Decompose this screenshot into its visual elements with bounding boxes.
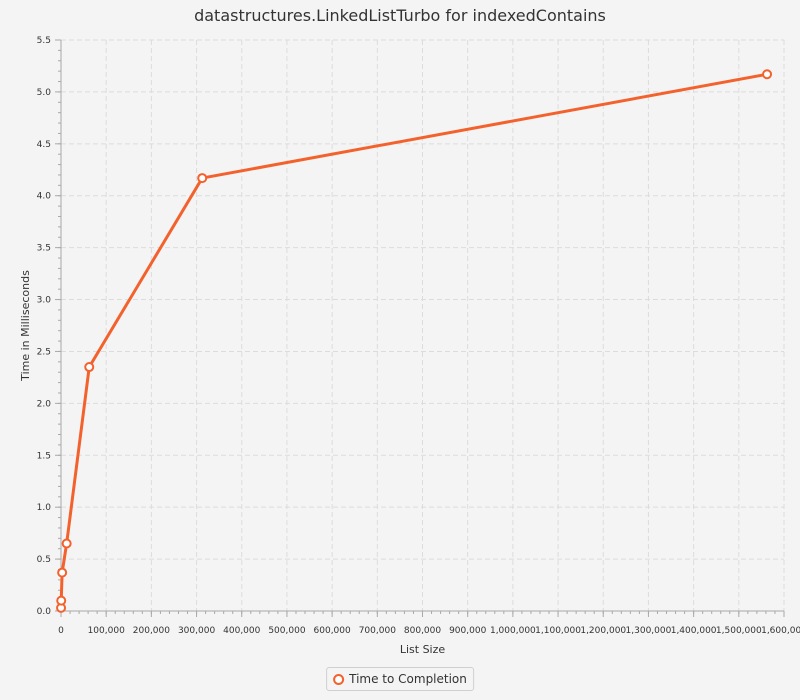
x-tick-label: 1,400,000 [671,626,717,636]
x-tick-label: 100,000 [88,626,125,636]
chart-title: datastructures.LinkedListTurbo for index… [194,6,606,25]
data-point[interactable] [57,567,68,578]
y-tick-label: 0.0 [37,607,52,617]
y-tick-label: 3.0 [37,296,52,306]
x-tick-label: 1,100,000 [535,626,581,636]
y-tick-label: 1.0 [37,503,52,513]
x-tick-label: 800,000 [404,626,441,636]
y-tick-label: 5.0 [37,88,52,98]
legend-symbol-icon [333,673,345,685]
x-axis-title: List Size [400,643,446,656]
data-point[interactable] [762,69,773,80]
y-tick-label: 2.0 [37,399,52,409]
x-tick-label: 600,000 [314,626,351,636]
series-line [59,72,768,608]
x-tick-label: 1,500,000 [716,626,762,636]
y-tick-label: 0.5 [37,555,51,565]
x-tick-label: 900,000 [449,626,486,636]
y-axis-title: Time in Milliseconds [19,270,32,382]
x-tick-label: 400,000 [223,626,260,636]
x-tick-label: 1,200,000 [580,626,626,636]
x-tick-label: 1,600,000 [761,626,800,636]
y-tick-label: 1.5 [37,451,51,461]
x-tick-label: 1,000,000 [490,626,536,636]
grid-layer [61,39,785,611]
x-tick-label: 700,000 [359,626,396,636]
tick-label-layer: 0 100,000 200,000 300,000 400,000 500,000 600,… [37,36,800,636]
y-tick-label: 3.5 [37,244,51,254]
legend: Time to Completion [326,667,474,691]
data-point[interactable] [84,362,95,373]
x-tick-label: 1,300,000 [626,626,672,636]
x-tick-label: 500,000 [268,626,305,636]
x-tick-label: 0 [58,626,64,636]
y-tick-label: 4.0 [37,192,52,202]
data-point[interactable] [61,538,72,549]
legend-label: Time to Completion [349,672,467,686]
y-tick-label: 4.5 [37,140,51,150]
x-tick-label: 200,000 [133,626,170,636]
y-tick-label: 5.5 [37,36,51,46]
axis-layer [55,39,785,617]
series-layer [56,69,773,613]
data-point[interactable] [197,173,208,184]
y-tick-label: 2.5 [37,347,51,357]
data-point[interactable] [56,595,67,606]
x-tick-label: 300,000 [178,626,215,636]
